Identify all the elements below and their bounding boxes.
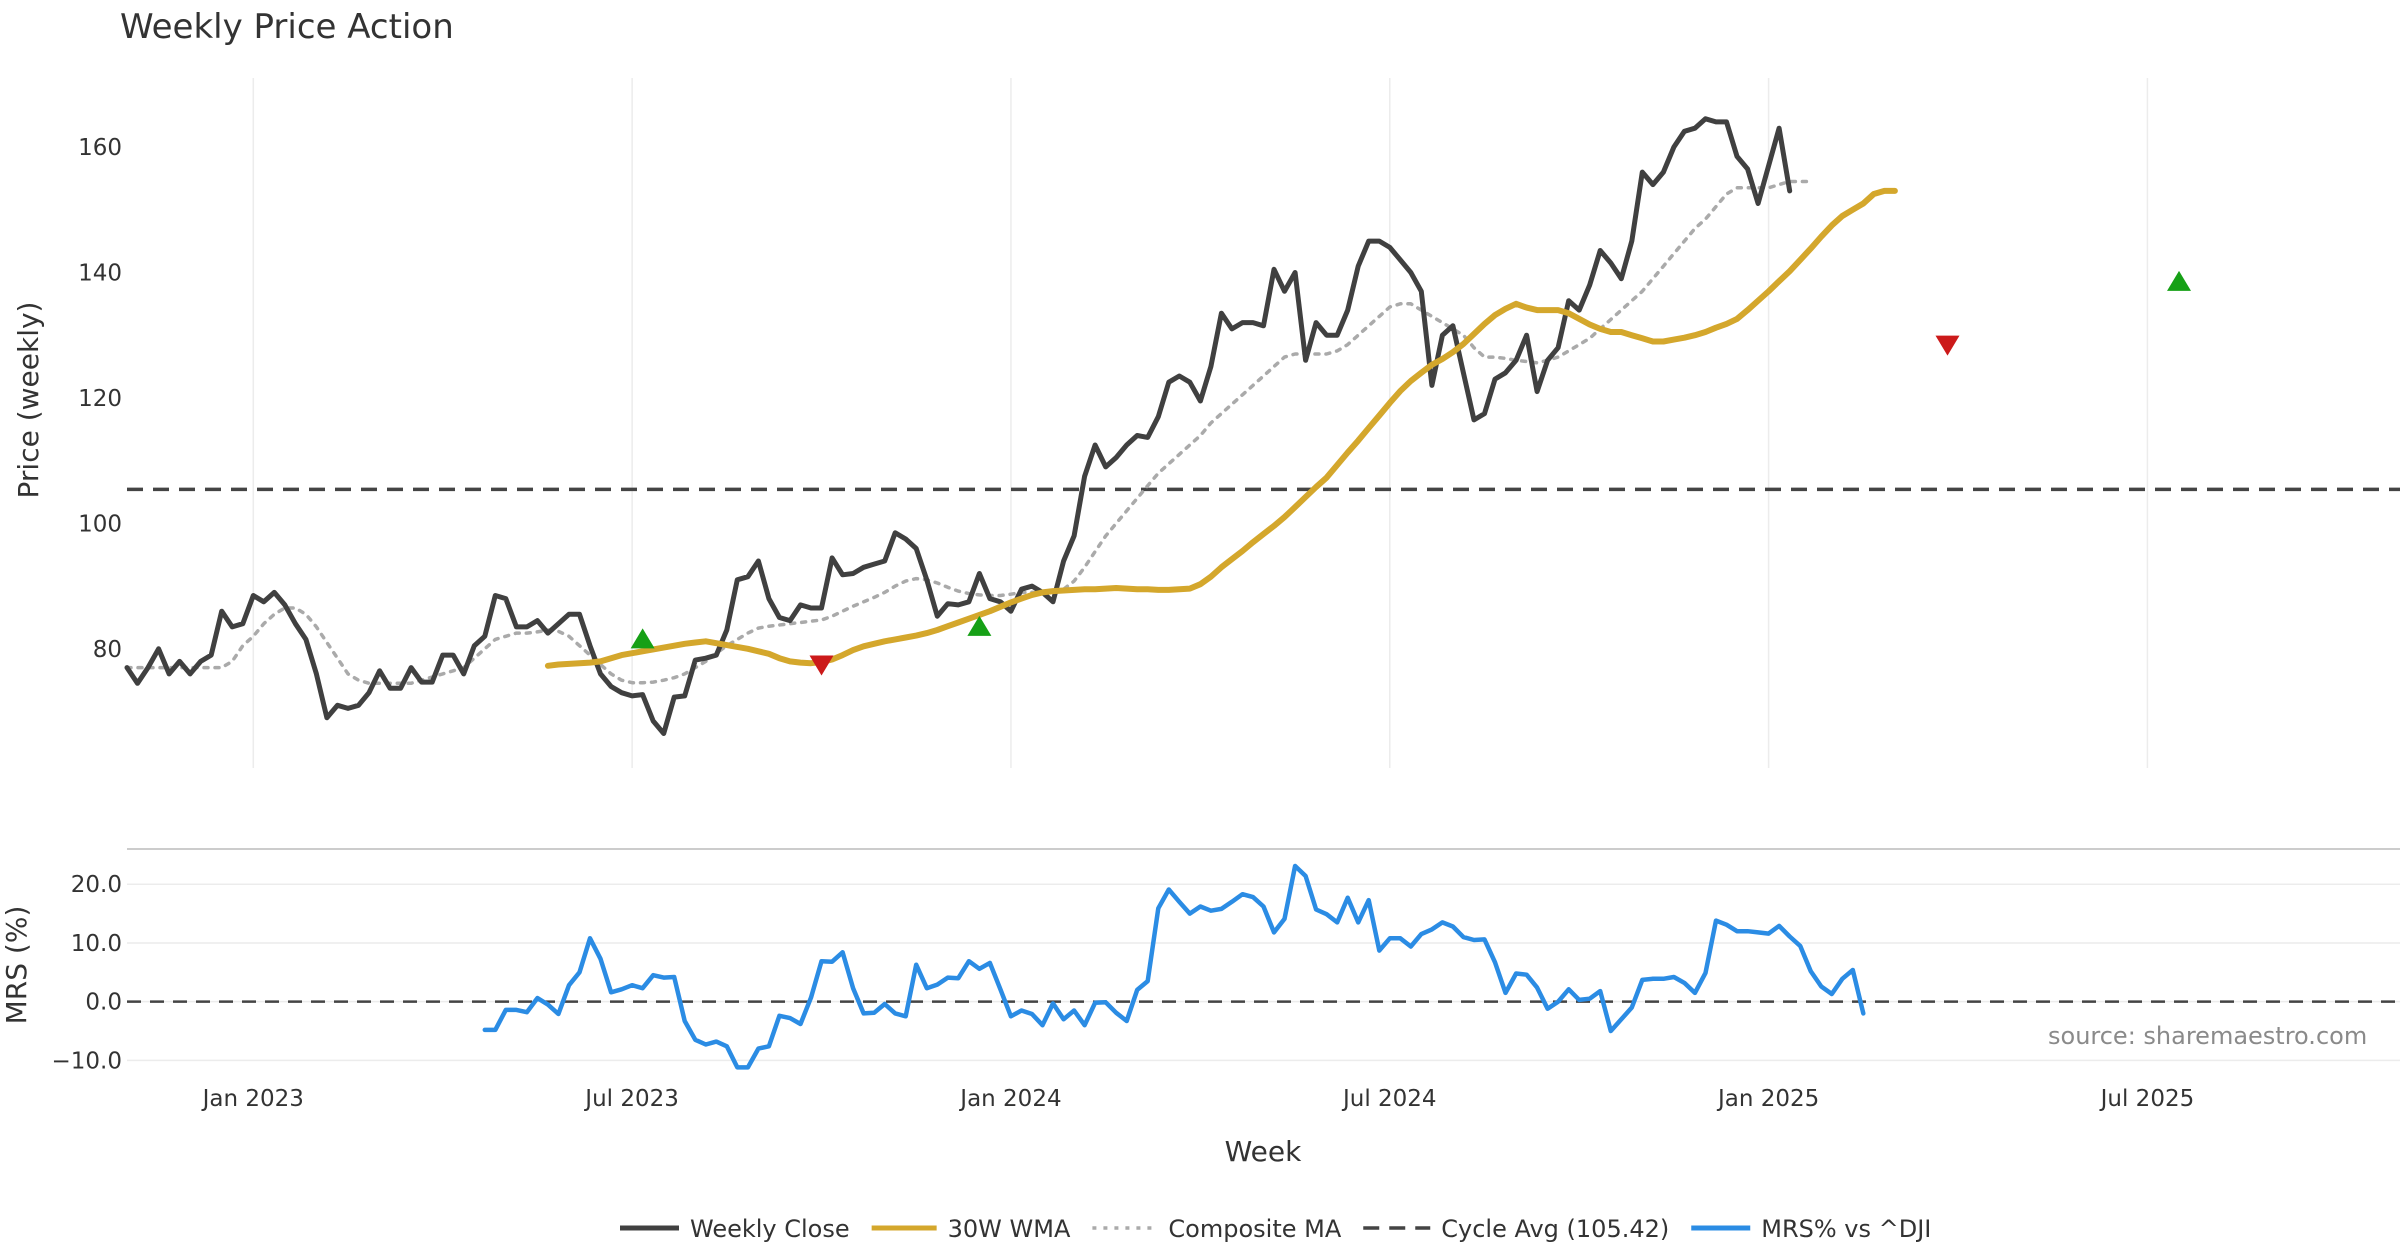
legend: Weekly Close 30W WMA Composite MA Cycle Avg…	[620, 1215, 1931, 1243]
sell-signal-marker	[1935, 335, 1960, 356]
price-y-tick: 120	[78, 386, 122, 412]
chart-title: Weekly Price Action	[120, 7, 454, 47]
price-panel-grid	[252, 78, 2149, 768]
legend-label: Cycle Avg (105.42)	[1441, 1215, 1669, 1243]
price-y-tick-labels: 80 100 120 140 160	[78, 135, 122, 663]
weekly-close-line	[124, 116, 1793, 736]
sell-signal-marker	[809, 655, 834, 676]
wma-30w-line	[544, 187, 1898, 669]
composite-ma-line	[125, 179, 1813, 686]
mrs-y-axis-label: MRS (%)	[0, 906, 33, 1025]
mrs-line	[482, 863, 1866, 1070]
price-series-group	[124, 116, 2400, 736]
x-tick: Jan 2024	[958, 1086, 1061, 1112]
x-tick: Jan 2023	[201, 1086, 304, 1112]
price-y-tick: 140	[78, 260, 122, 286]
mrs-y-tick: −10.0	[52, 1048, 122, 1074]
price-y-tick: 80	[93, 637, 122, 663]
x-tick: Jul 2025	[2099, 1086, 2195, 1112]
price-y-tick: 100	[78, 511, 122, 537]
legend-label: Weekly Close	[690, 1215, 850, 1243]
buy-signal-marker	[967, 615, 992, 636]
buy-signal-marker	[630, 628, 655, 649]
mrs-series-group	[127, 863, 2400, 1070]
price-y-axis-label: Price (weekly)	[12, 302, 45, 499]
legend-label: MRS% vs ^DJI	[1761, 1215, 1931, 1243]
mrs-y-tick: 0.0	[85, 990, 122, 1016]
x-tick: Jul 2024	[1341, 1086, 1437, 1112]
legend-label: 30W WMA	[948, 1215, 1071, 1243]
x-axis-label: Week	[1225, 1135, 1302, 1168]
x-tick: Jul 2023	[583, 1086, 679, 1112]
x-tick: Jan 2025	[1716, 1086, 1819, 1112]
signal-markers	[630, 270, 2192, 676]
source-note: source: sharemaestro.com	[2048, 1022, 2367, 1050]
legend-label: Composite MA	[1168, 1215, 1341, 1243]
x-tick-labels: Jan 2023 Jul 2023 Jan 2024 Jul 2024 Jan 2025…	[201, 1086, 2195, 1112]
mrs-y-tick-labels: 20.0 10.0 0.0 −10.0	[52, 872, 122, 1074]
mrs-y-tick: 10.0	[71, 931, 122, 957]
price-y-tick: 160	[78, 135, 122, 161]
mrs-y-tick: 20.0	[71, 872, 122, 898]
buy-signal-marker	[2167, 270, 2192, 291]
